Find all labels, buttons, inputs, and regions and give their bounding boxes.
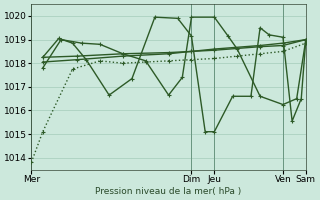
X-axis label: Pression niveau de la mer( hPa ): Pression niveau de la mer( hPa ): [95, 187, 242, 196]
